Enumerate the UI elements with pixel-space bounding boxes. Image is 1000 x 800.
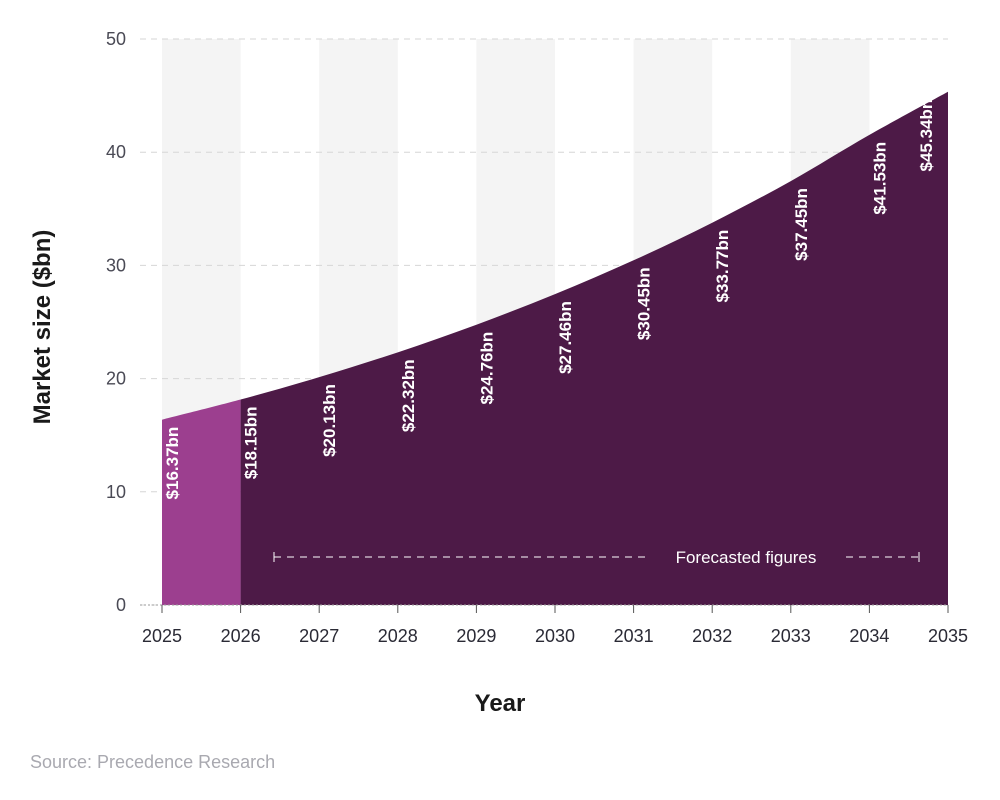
data-label: $30.45bn [635,267,654,340]
y-tick-label: 50 [106,29,126,49]
x-axis: 2025 2026 2027 2028 2029 2030 2031 2032 2033 2034… [142,605,968,646]
y-tick-label: 10 [106,482,126,502]
x-axis-title: Year [475,690,526,717]
y-tick-label: 40 [106,142,126,162]
x-tick-label: 2025 [142,626,182,646]
x-tick-label: 2033 [771,626,811,646]
y-axis: 0 10 20 30 40 50 [106,29,126,615]
area-series [140,91,949,606]
data-label: $45.34bn [917,99,936,172]
forecast-area [240,91,949,605]
x-tick-label: 2027 [299,626,339,646]
x-tick-label: 2029 [456,626,496,646]
y-axis-title: Market size ($bn) [29,230,56,425]
data-label: $41.53bn [870,142,889,215]
data-label: $16.37bn [163,427,182,500]
y-tick-label: 0 [116,595,126,615]
source-note: Source: Precedence Research [30,752,276,772]
x-tick-label: 2026 [221,626,261,646]
data-labels: $16.37bn $18.15bn $20.13bn $22.32bn $24.76bn… [163,99,936,500]
x-tick-label: 2032 [692,626,732,646]
x-tick-label: 2030 [535,626,575,646]
forecast-annotation: Forecasted figures [273,548,920,567]
y-tick-label: 30 [106,255,126,275]
data-label: $20.13bn [320,384,339,457]
data-label: $27.46bn [556,301,575,374]
actual-area [162,399,241,605]
y-tick-label: 20 [106,369,126,389]
data-label: $18.15bn [242,407,261,480]
data-label: $22.32bn [399,359,418,432]
x-tick-label: 2034 [849,626,889,646]
data-label: $24.76bn [477,332,496,405]
x-tick-label: 2031 [614,626,654,646]
data-label: $37.45bn [792,188,811,261]
forecast-label: Forecasted figures [676,548,817,567]
x-tick-label: 2035 [928,626,968,646]
x-tick-label: 2028 [378,626,418,646]
data-label: $33.77bn [713,230,732,303]
